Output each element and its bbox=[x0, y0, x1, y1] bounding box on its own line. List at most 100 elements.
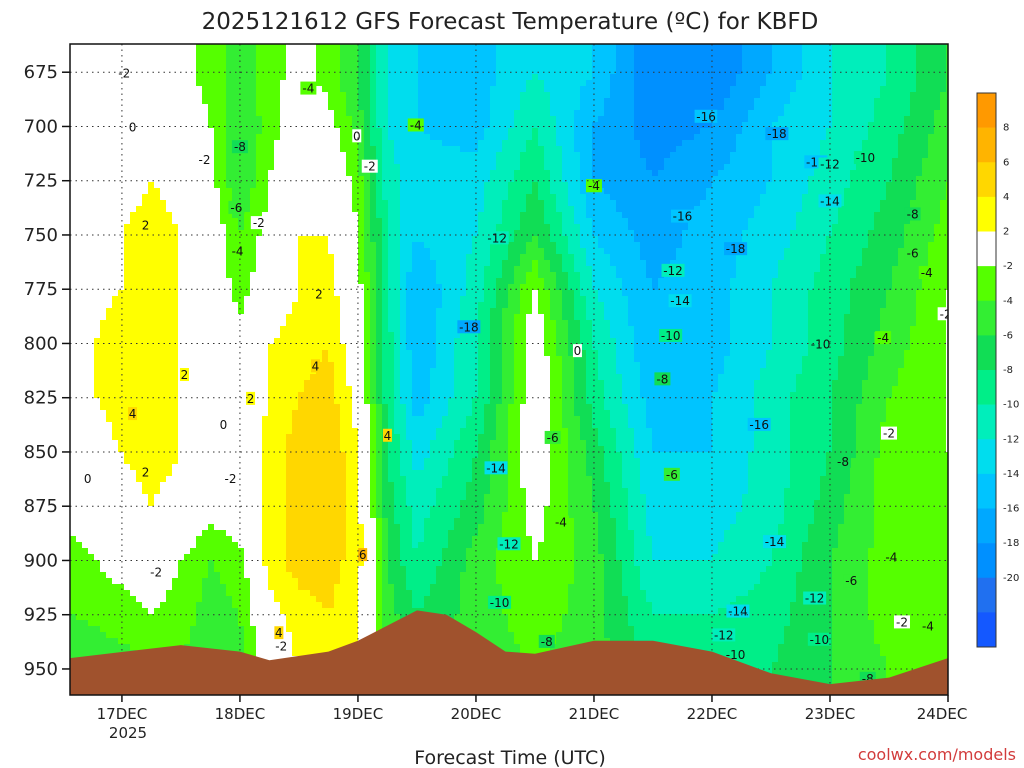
field-cell bbox=[88, 452, 95, 459]
field-cell bbox=[268, 152, 275, 159]
field-cell bbox=[208, 44, 215, 51]
field-cell bbox=[184, 350, 191, 357]
field-cell bbox=[232, 152, 239, 159]
field-cell bbox=[166, 554, 173, 561]
field-cell bbox=[310, 482, 317, 489]
field-cell bbox=[274, 116, 281, 123]
field-cell bbox=[244, 230, 251, 237]
field-cell bbox=[328, 176, 335, 183]
field-cell bbox=[160, 68, 167, 75]
field-cell bbox=[244, 158, 251, 165]
field-cell bbox=[250, 146, 257, 153]
field-cell bbox=[208, 218, 215, 225]
field-cell bbox=[286, 146, 293, 153]
field-cell bbox=[178, 248, 185, 255]
field-cell bbox=[244, 524, 251, 531]
field-cell bbox=[244, 596, 251, 603]
field-cell bbox=[220, 590, 227, 597]
field-cell bbox=[136, 506, 143, 513]
field-cell bbox=[76, 86, 83, 93]
field-cell bbox=[256, 230, 263, 237]
field-cell bbox=[232, 260, 239, 267]
field-cell bbox=[268, 416, 275, 423]
field-cell bbox=[154, 44, 161, 51]
field-cell bbox=[136, 170, 143, 177]
field-cell bbox=[226, 434, 233, 441]
field-cell bbox=[208, 530, 215, 537]
field-cell bbox=[340, 158, 347, 165]
field-cell bbox=[136, 56, 143, 63]
field-cell bbox=[232, 356, 239, 363]
field-cell bbox=[88, 626, 95, 633]
field-cell bbox=[238, 632, 245, 639]
field-cell bbox=[202, 260, 209, 267]
field-cell bbox=[100, 440, 107, 447]
field-cell bbox=[334, 236, 341, 243]
field-cell bbox=[148, 104, 155, 111]
field-cell bbox=[70, 512, 77, 519]
field-cell bbox=[112, 488, 119, 495]
field-cell bbox=[136, 332, 143, 339]
field-cell bbox=[220, 230, 227, 237]
field-cell bbox=[274, 248, 281, 255]
field-cell bbox=[184, 500, 191, 507]
field-cell bbox=[148, 320, 155, 327]
field-cell bbox=[184, 140, 191, 147]
field-cell bbox=[274, 398, 281, 405]
field-cell bbox=[208, 560, 215, 567]
field-cell bbox=[142, 422, 149, 429]
field-cell bbox=[334, 194, 341, 201]
field-cell bbox=[208, 266, 215, 273]
field-cell bbox=[292, 56, 299, 63]
field-cell bbox=[280, 476, 287, 483]
field-cell bbox=[100, 362, 107, 369]
field-cell bbox=[316, 50, 323, 57]
field-cell bbox=[172, 356, 179, 363]
field-cell bbox=[202, 92, 209, 99]
field-cell bbox=[316, 320, 323, 327]
field-cell bbox=[214, 290, 221, 297]
field-cell bbox=[322, 590, 329, 597]
field-cell bbox=[268, 302, 275, 309]
field-cell bbox=[124, 188, 131, 195]
field-cell bbox=[100, 260, 107, 267]
field-cell bbox=[94, 620, 101, 627]
field-cell bbox=[82, 260, 89, 267]
field-cell bbox=[262, 518, 269, 525]
field-cell bbox=[172, 476, 179, 483]
field-cell bbox=[190, 248, 197, 255]
field-cell bbox=[94, 332, 101, 339]
field-cell bbox=[226, 278, 233, 285]
field-cell bbox=[154, 602, 161, 609]
field-cell bbox=[142, 392, 149, 399]
field-cell bbox=[94, 542, 101, 549]
field-cell bbox=[166, 566, 173, 573]
field-cell bbox=[340, 578, 347, 585]
field-cell bbox=[226, 152, 233, 159]
field-cell bbox=[274, 380, 281, 387]
field-cell bbox=[154, 614, 161, 621]
field-cell bbox=[100, 182, 107, 189]
field-cell bbox=[304, 500, 311, 507]
field-cell bbox=[250, 302, 257, 309]
field-cell bbox=[202, 116, 209, 123]
field-cell bbox=[88, 530, 95, 537]
field-cell bbox=[136, 314, 143, 321]
field-cell bbox=[340, 560, 347, 567]
field-cell bbox=[136, 86, 143, 93]
field-cell bbox=[250, 50, 257, 57]
field-cell bbox=[220, 140, 227, 147]
field-cell bbox=[124, 314, 131, 321]
field-cell bbox=[328, 314, 335, 321]
field-cell bbox=[298, 452, 305, 459]
field-cell bbox=[202, 644, 209, 651]
field-cell bbox=[148, 332, 155, 339]
field-cell bbox=[112, 368, 119, 375]
field-cell bbox=[280, 188, 287, 195]
field-cell bbox=[334, 422, 341, 429]
field-cell bbox=[88, 194, 95, 201]
field-cell bbox=[268, 398, 275, 405]
field-cell bbox=[148, 236, 155, 243]
field-cell bbox=[208, 578, 215, 585]
field-cell bbox=[256, 374, 263, 381]
